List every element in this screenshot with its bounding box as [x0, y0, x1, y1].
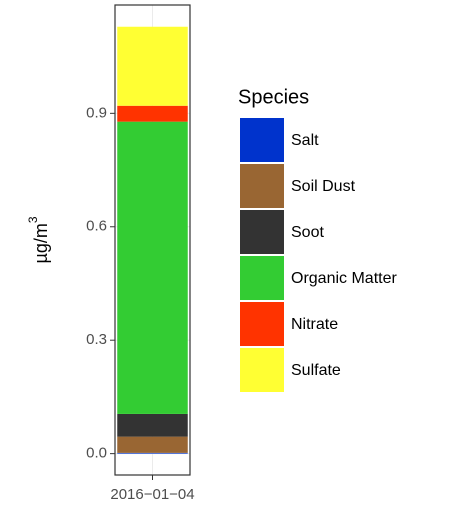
legend-key [240, 118, 284, 162]
bar-segment [117, 121, 188, 414]
legend-key [240, 348, 284, 392]
bar-segment [117, 105, 188, 122]
bar-segment [117, 452, 188, 454]
legend-label: Soil Dust [291, 178, 356, 195]
legend-label: Salt [291, 132, 319, 149]
legend-key [240, 256, 284, 300]
y-tick-label: 0.3 [86, 331, 107, 348]
x-tick-label: 2016−01−04 [110, 486, 194, 503]
legend-label: Soot [291, 224, 324, 241]
bar-segment [117, 26, 188, 106]
legend-label: Organic Matter [291, 270, 397, 287]
y-tick-label: 0.6 [86, 218, 107, 235]
y-axis-label-superscript: 3 [26, 216, 40, 223]
bar-segment [117, 436, 188, 453]
legend-label: Nitrate [291, 316, 338, 333]
legend-key [240, 302, 284, 346]
legend-label: Sulfate [291, 362, 341, 379]
legend-title: Species [238, 86, 309, 108]
bar-segment [117, 413, 188, 437]
legend-key [240, 164, 284, 208]
y-tick-label: 0.9 [86, 104, 107, 121]
panel-border [114, 4, 191, 476]
y-tick-label: 0.0 [86, 445, 107, 462]
y-axis-label: µg/m3 [26, 216, 51, 263]
legend-key [240, 210, 284, 254]
y-axis-label-text: µg/m [31, 223, 51, 263]
